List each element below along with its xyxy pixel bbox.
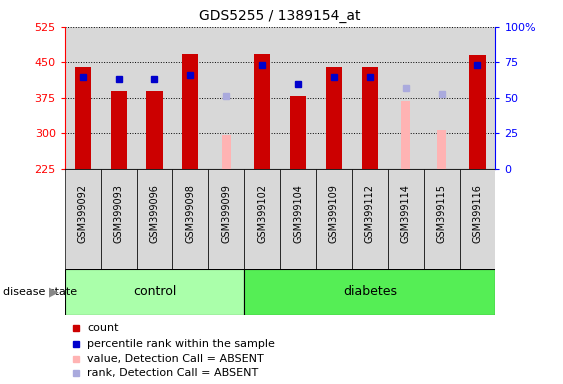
Bar [244, 27, 280, 169]
FancyBboxPatch shape [101, 169, 137, 269]
Bar [254, 54, 270, 169]
Text: GSM399098: GSM399098 [185, 184, 195, 243]
Text: GSM399102: GSM399102 [257, 184, 267, 243]
Bar [459, 27, 495, 169]
Bar [280, 27, 316, 169]
Text: rank, Detection Call = ABSENT: rank, Detection Call = ABSENT [87, 368, 258, 378]
Text: GSM399099: GSM399099 [221, 184, 231, 243]
Bar [146, 91, 163, 169]
FancyBboxPatch shape [172, 169, 208, 269]
Text: GSM399096: GSM399096 [149, 184, 159, 243]
Text: GSM399114: GSM399114 [401, 184, 411, 243]
FancyBboxPatch shape [352, 169, 388, 269]
Bar [401, 101, 410, 169]
FancyBboxPatch shape [65, 169, 101, 269]
Text: ▶: ▶ [48, 285, 59, 298]
Bar [101, 27, 137, 169]
FancyBboxPatch shape [316, 169, 352, 269]
Bar [316, 27, 352, 169]
Bar [424, 27, 459, 169]
FancyBboxPatch shape [424, 169, 459, 269]
Bar [65, 27, 101, 169]
Text: value, Detection Call = ABSENT: value, Detection Call = ABSENT [87, 354, 264, 364]
FancyBboxPatch shape [208, 169, 244, 269]
Text: GSM399112: GSM399112 [365, 184, 375, 243]
Text: GSM399109: GSM399109 [329, 184, 339, 243]
Text: GSM399092: GSM399092 [78, 184, 88, 243]
FancyBboxPatch shape [280, 169, 316, 269]
Bar [352, 27, 388, 169]
Bar [290, 96, 306, 169]
Bar [75, 67, 91, 169]
Bar [182, 54, 198, 169]
FancyBboxPatch shape [65, 269, 244, 315]
Text: GSM399104: GSM399104 [293, 184, 303, 243]
FancyBboxPatch shape [244, 269, 495, 315]
Bar [326, 67, 342, 169]
Text: GSM399093: GSM399093 [114, 184, 124, 243]
FancyBboxPatch shape [388, 169, 424, 269]
Bar [110, 91, 127, 169]
Bar [470, 55, 485, 169]
Bar [388, 27, 424, 169]
Bar [362, 67, 378, 169]
Text: percentile rank within the sample: percentile rank within the sample [87, 339, 275, 349]
FancyBboxPatch shape [459, 169, 495, 269]
Text: GSM399116: GSM399116 [472, 184, 482, 243]
Bar [172, 27, 208, 169]
Text: diabetes: diabetes [343, 285, 397, 298]
Bar [222, 135, 231, 169]
Text: count: count [87, 323, 119, 333]
Title: GDS5255 / 1389154_at: GDS5255 / 1389154_at [199, 9, 361, 23]
FancyBboxPatch shape [137, 169, 172, 269]
Text: disease state: disease state [3, 287, 77, 297]
Text: control: control [133, 285, 176, 298]
Bar [137, 27, 172, 169]
Text: GSM399115: GSM399115 [436, 184, 446, 243]
Bar [437, 130, 446, 169]
Bar [208, 27, 244, 169]
FancyBboxPatch shape [244, 169, 280, 269]
